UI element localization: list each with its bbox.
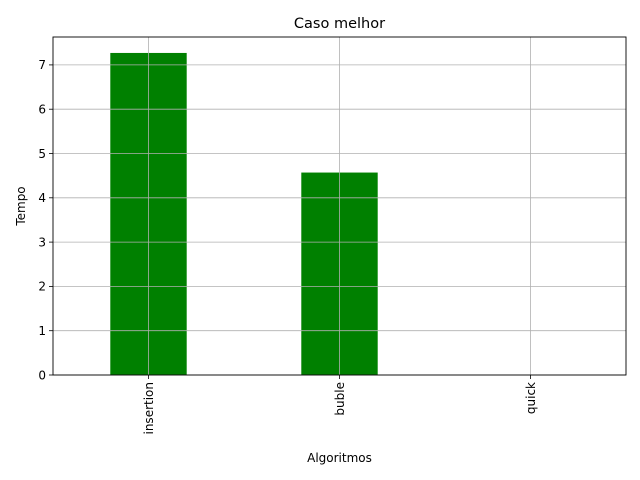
y-tick-label: 2 (38, 280, 46, 294)
y-tick-label: 4 (38, 191, 46, 205)
x-axis-title: Algoritmos (307, 451, 372, 465)
x-tick-label-insertion: insertion (142, 382, 156, 435)
y-tick-label: 7 (38, 58, 46, 72)
y-axis-title: Tempo (14, 186, 28, 226)
y-tick-label: 6 (38, 103, 46, 117)
x-tick-label-buble: buble (333, 382, 347, 416)
x-tick-label-quick: quick (524, 382, 538, 414)
y-tick-label: 0 (38, 368, 46, 382)
y-tick-label: 1 (38, 324, 46, 338)
y-tick-label: 3 (38, 235, 46, 249)
chart-title: Caso melhor (294, 16, 385, 32)
y-tick-label: 5 (38, 147, 46, 161)
ticks-group: 0 1 2 3 4 5 6 7 insertion buble quick (38, 58, 537, 434)
